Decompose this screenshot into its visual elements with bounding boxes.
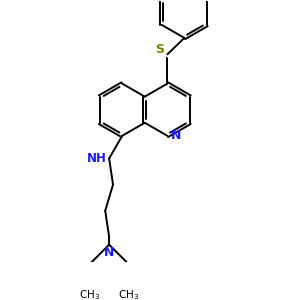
Text: N: N xyxy=(170,129,181,142)
Text: NH: NH xyxy=(87,152,107,165)
Text: CH$_3$: CH$_3$ xyxy=(79,288,100,300)
Text: CH$_3$: CH$_3$ xyxy=(118,288,139,300)
Text: N: N xyxy=(104,246,114,259)
Text: S: S xyxy=(155,43,164,56)
